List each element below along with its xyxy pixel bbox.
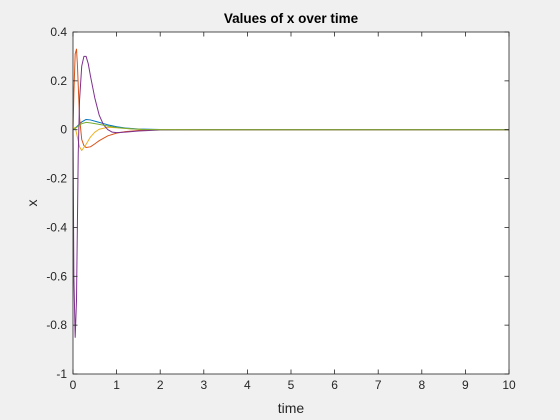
x-tick-label: 2: [157, 378, 164, 392]
x-tick-label: 9: [462, 378, 469, 392]
x-tick-label: 6: [331, 378, 338, 392]
y-tick-label: 0.4: [50, 25, 67, 39]
y-tick-label: -0.8: [46, 318, 67, 332]
x-tick-label: 4: [244, 378, 251, 392]
x-tick-label: 8: [418, 378, 425, 392]
series-line-5: [72, 121, 509, 131]
x-tick-label: 5: [288, 378, 295, 392]
chart-title: Values of x over time: [224, 11, 359, 26]
x-tick-label: 3: [200, 378, 207, 392]
ticks-layer: 0 1 2 3 4 5 6 7 8 9 10 0.4 0.2 0 -0.2 -0.4 -0.6 -0.8 -1: [46, 25, 516, 392]
y-tick-label: 0: [60, 123, 67, 137]
x-tick-label: 7: [375, 378, 382, 392]
y-axis-label: x: [24, 200, 40, 207]
series-line-4: [72, 55, 509, 338]
plot-area: [73, 32, 509, 374]
y-tick-label: -1: [56, 367, 67, 381]
y-tick-label: -0.2: [46, 172, 67, 186]
y-tick-label: -0.4: [46, 220, 67, 234]
x-axis-label: time: [278, 400, 305, 416]
series-layer: [72, 48, 509, 338]
x-tick-label: 1: [113, 378, 120, 392]
x-tick-label: 10: [502, 378, 516, 392]
x-tick-label: 0: [70, 378, 77, 392]
y-tick-label: 0.2: [50, 74, 67, 88]
y-tick-label: -0.6: [46, 269, 67, 283]
